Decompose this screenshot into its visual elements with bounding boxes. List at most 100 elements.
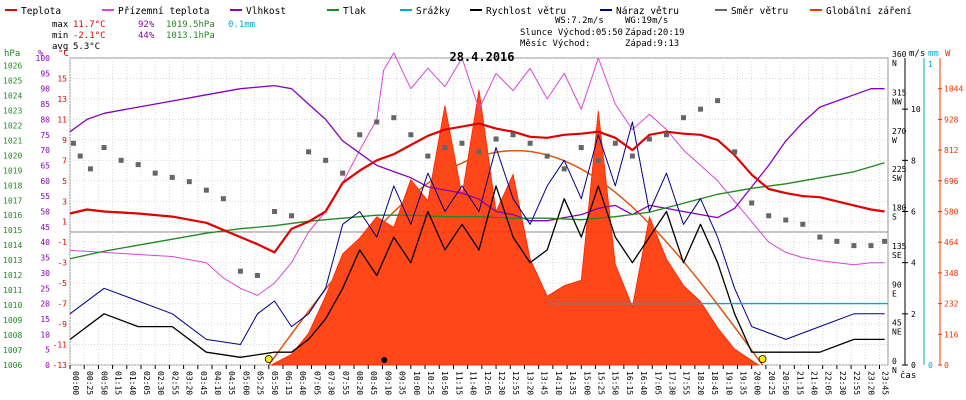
dir-label-0: N xyxy=(892,59,897,68)
time-tick-47: 19:35 xyxy=(738,371,747,395)
w-tick-4: 580 xyxy=(944,208,959,217)
stat-press-0: 1019.5hPa xyxy=(166,20,215,30)
time-tick-0: 00:00 xyxy=(71,371,80,395)
wind-dir-point-3 xyxy=(101,145,107,151)
dir-label-1: NW xyxy=(892,97,902,106)
pct-tick-15: 25 xyxy=(40,284,50,293)
wind-dir-point-16 xyxy=(323,157,329,163)
stat-label-0: max xyxy=(52,20,69,30)
legend-label-1: Přízemní teplota xyxy=(118,6,210,17)
hpa-tick-9: 1017 xyxy=(3,196,22,205)
time-tick-16: 06:40 xyxy=(298,371,307,395)
pct-tick-2: 90 xyxy=(40,85,50,94)
hpa-tick-19: 1007 xyxy=(3,346,22,355)
wind-dir-point-39 xyxy=(715,98,721,104)
pct-tick-3: 85 xyxy=(40,100,50,109)
pct-tick-4: 80 xyxy=(40,115,50,124)
mm-tick-0: 1 xyxy=(928,60,933,69)
ms-tick-0: 10 xyxy=(911,105,921,114)
hpa-tick-11: 1015 xyxy=(3,226,22,235)
pct-tick-5: 75 xyxy=(40,131,50,140)
series-temperature xyxy=(69,122,885,254)
wind-dir-point-21 xyxy=(408,132,414,138)
w-tick-8: 116 xyxy=(944,330,959,339)
info-ws: WS:7.2m/s xyxy=(555,16,604,26)
moonset-marker xyxy=(381,357,388,363)
time-tick-3: 01:15 xyxy=(114,371,123,395)
time-tick-39: 16:15 xyxy=(625,371,634,395)
time-tick-19: 07:55 xyxy=(341,371,350,395)
pct-tick-18: 10 xyxy=(40,330,50,339)
wind-dir-point-45 xyxy=(817,234,823,240)
dir-tick-7: 45 xyxy=(892,319,902,328)
time-tick-32: 13:20 xyxy=(525,371,534,395)
wind-dir-point-46 xyxy=(834,238,840,244)
time-tick-33: 13:45 xyxy=(540,371,549,395)
time-tick-9: 03:45 xyxy=(199,371,208,395)
pct-tick-1: 95 xyxy=(40,69,50,78)
wind-dir-point-44 xyxy=(800,221,806,227)
pct-tick-9: 55 xyxy=(40,192,50,201)
w-tick-0: 1044 xyxy=(944,85,963,94)
wind-dir-point-30 xyxy=(561,166,567,172)
pct-tick-11: 45 xyxy=(40,223,50,232)
c-tick-5: 5 xyxy=(62,177,67,186)
series-wind-speed xyxy=(69,185,885,358)
w-tick-1: 928 xyxy=(944,115,959,124)
wind-dir-point-14 xyxy=(289,213,295,219)
w-tick-9: 0 xyxy=(944,361,949,370)
axis-title-c: °C xyxy=(58,49,69,59)
hpa-tick-1: 1025 xyxy=(3,76,22,85)
legend-label-5: Rychlost větru xyxy=(486,6,566,17)
time-tick-48: 20:00 xyxy=(753,371,762,395)
hpa-tick-3: 1023 xyxy=(3,106,22,115)
stat-label-1: min xyxy=(52,31,68,41)
wind-dir-point-42 xyxy=(766,213,772,219)
c-tick-14: -13 xyxy=(53,361,68,370)
pct-tick-7: 65 xyxy=(40,161,50,170)
pct-tick-20: 0 xyxy=(45,361,50,370)
dir-label-8: N xyxy=(892,366,897,375)
time-tick-57: 23:45 xyxy=(880,371,889,395)
time-tick-15: 06:15 xyxy=(284,371,293,395)
time-tick-29: 12:05 xyxy=(483,371,492,395)
dir-tick-5: 135 xyxy=(892,242,907,251)
time-tick-46: 19:10 xyxy=(724,371,733,395)
hpa-tick-16: 1010 xyxy=(3,301,22,310)
sunrise-marker xyxy=(264,355,273,363)
dir-label-2: W xyxy=(892,136,897,145)
series-ground-temp xyxy=(69,52,885,296)
stat-hum-0: 92% xyxy=(138,20,155,30)
chart-title: 28.4.2016 xyxy=(449,50,514,64)
info-sun-set: Západ:20:19 xyxy=(625,28,685,38)
c-tick-1: 13 xyxy=(57,95,67,104)
hpa-tick-13: 1013 xyxy=(3,256,22,265)
wind-dir-point-10 xyxy=(220,196,226,202)
hpa-tick-0: 1026 xyxy=(3,61,22,70)
time-tick-25: 10:25 xyxy=(426,371,435,395)
time-tick-44: 18:20 xyxy=(696,371,705,395)
dir-label-6: E xyxy=(892,289,897,298)
wind-dir-point-32 xyxy=(595,157,601,163)
time-tick-37: 15:25 xyxy=(596,371,605,395)
time-tick-20: 08:20 xyxy=(355,371,364,395)
hpa-tick-14: 1012 xyxy=(3,271,22,280)
wind-dir-point-40 xyxy=(732,149,738,155)
w-tick-5: 464 xyxy=(944,238,959,247)
time-tick-18: 07:30 xyxy=(327,371,336,395)
wind-dir-point-18 xyxy=(357,132,363,138)
pct-tick-12: 40 xyxy=(40,238,50,247)
wind-dir-point-11 xyxy=(237,268,243,274)
series-lines xyxy=(69,52,888,363)
ms-tick-5: 0 xyxy=(911,361,916,370)
time-tick-35: 14:35 xyxy=(568,371,577,395)
stat-press-1: 1013.1hPa xyxy=(166,31,215,41)
sunset-marker xyxy=(758,355,767,363)
time-tick-14: 05:50 xyxy=(270,371,279,395)
wind-dir-point-28 xyxy=(527,140,533,146)
time-tick-56: 23:20 xyxy=(866,371,875,395)
pct-tick-14: 30 xyxy=(40,269,50,278)
time-tick-10: 04:10 xyxy=(213,371,222,395)
w-tick-7: 232 xyxy=(944,300,959,309)
